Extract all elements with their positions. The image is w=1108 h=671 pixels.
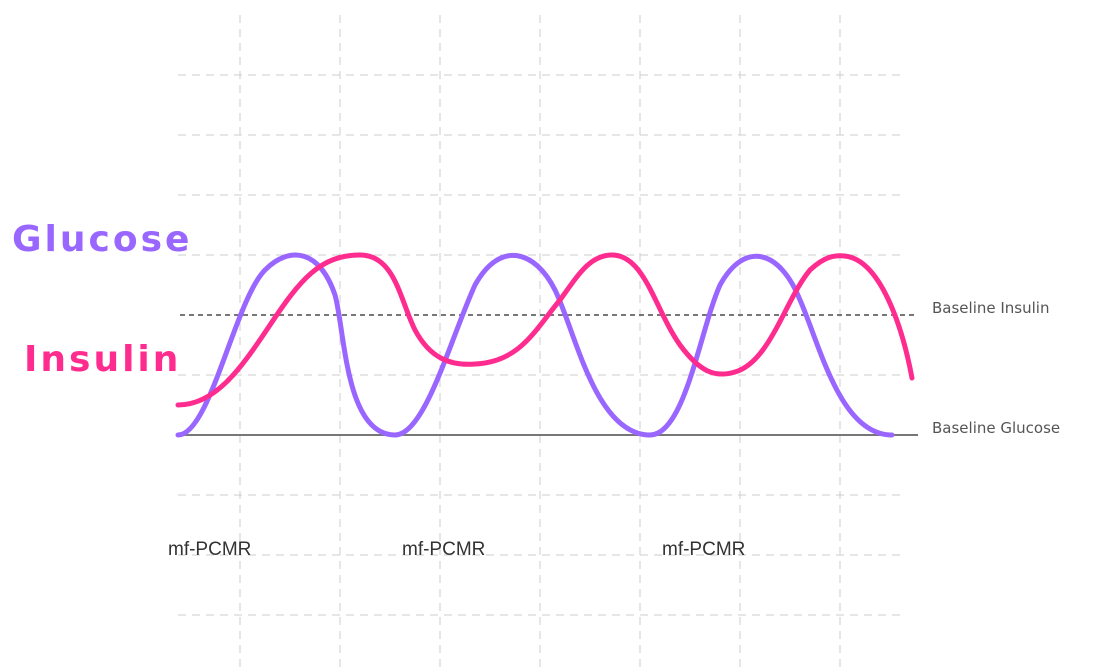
insulin-curve bbox=[175, 252, 915, 408]
glucose-legend-label: Glucose bbox=[12, 219, 193, 260]
interval-label: mf-PCMR bbox=[168, 539, 252, 560]
background-grid bbox=[178, 15, 900, 671]
interval-label: mf-PCMR bbox=[662, 539, 746, 560]
insulin-legend-label: Insulin bbox=[24, 339, 182, 380]
glucose-curve bbox=[175, 252, 895, 438]
baseline-glucose-label: Baseline Glucose bbox=[932, 419, 1061, 437]
interval-label: mf-PCMR bbox=[402, 539, 486, 560]
baseline-insulin-label: Baseline Insulin bbox=[932, 299, 1050, 317]
